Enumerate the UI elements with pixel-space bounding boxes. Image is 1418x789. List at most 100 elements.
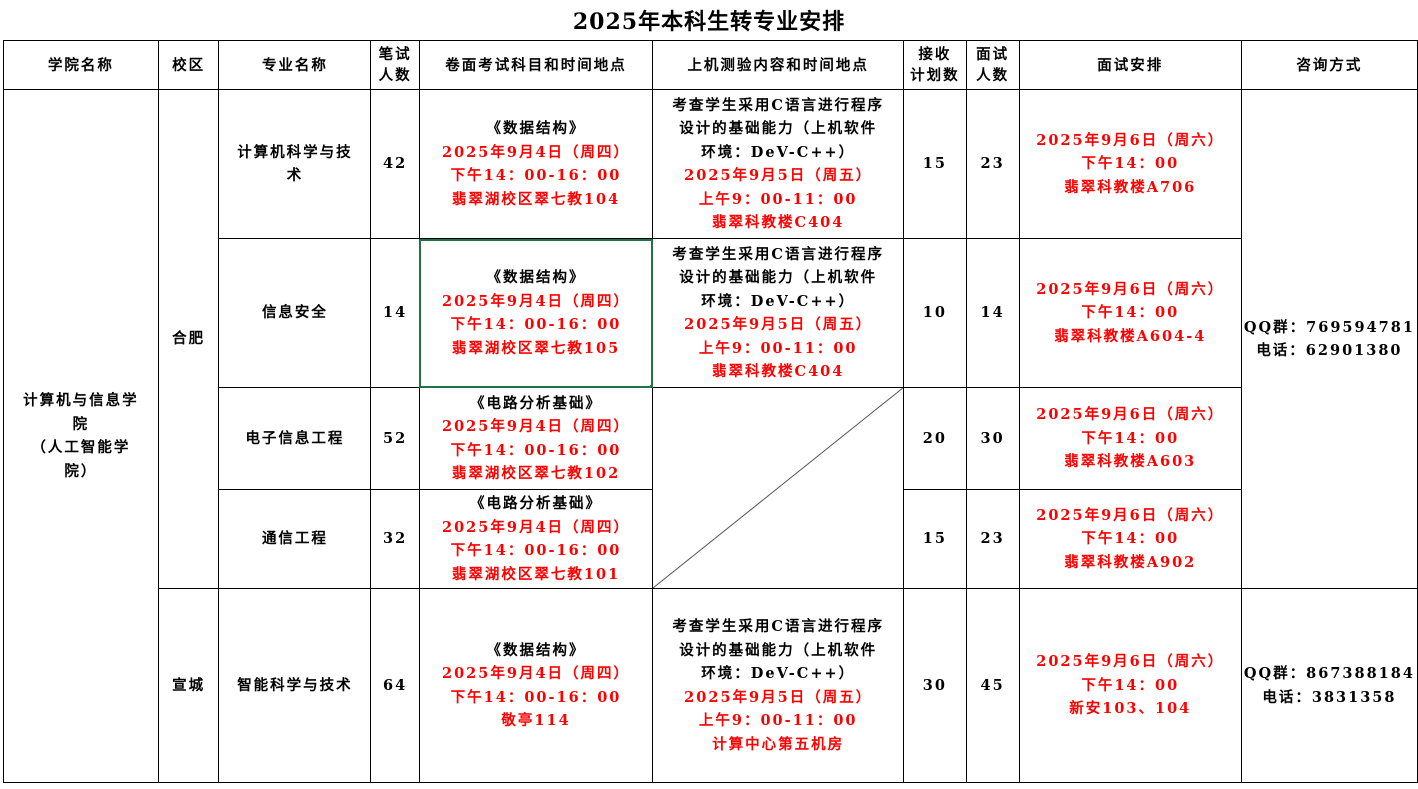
written-count-cell[interactable]: 64 xyxy=(370,588,420,783)
major-name-line: 智能科学与技术 xyxy=(237,676,353,694)
major-name-line: 信息安全 xyxy=(261,304,328,322)
exam-cell[interactable]: 《数据结构》 2025年9月4日（周四） 下午14：00-16：00 翡翠湖校区翠七教… xyxy=(418,238,654,388)
interview-count-cell[interactable]: 14 xyxy=(965,238,1020,388)
campus-line: 合肥 xyxy=(172,330,206,348)
exam-line: 敬亭114 xyxy=(501,712,571,729)
interview-count-cell[interactable]: 23 xyxy=(965,89,1020,239)
table-row: 信息安全 14 《数据结构》 2025年9月4日（周四） 下午14：00-16：00 翡翠… xyxy=(4,238,1418,388)
exam-line: 2025年9月4日（周四） xyxy=(442,418,631,435)
major-name-cell[interactable]: 信息安全 xyxy=(218,238,372,388)
interview-schedule-line: 2025年9月6日（周六） xyxy=(1036,131,1225,149)
header-online-test-cell[interactable]: 上机测验内容和时间地点 xyxy=(652,40,905,90)
major-name-line: 电子信息工程 xyxy=(245,429,345,447)
exam-line: 下午14：00-16：00 xyxy=(450,542,622,559)
interview-count-line: 14 xyxy=(980,304,1005,322)
header-college-cell[interactable]: 学院名称 xyxy=(3,40,159,90)
interview-schedule-cell[interactable]: 2025年9月6日（周六） 下午14：00 翡翠科教楼A603 xyxy=(1018,387,1242,490)
interview-count-line: 45 xyxy=(980,676,1005,694)
contact-line: QQ群：769594781 xyxy=(1243,318,1415,336)
interview-schedule-line: 下午14：00 xyxy=(1081,530,1180,548)
major-name-cell[interactable]: 通信工程 xyxy=(218,489,372,589)
plan-count-cell[interactable]: 30 xyxy=(903,588,967,783)
interview-schedule-cell[interactable]: 2025年9月6日（周六） 下午14：00 翡翠科教楼A706 xyxy=(1018,89,1242,239)
college-cell[interactable]: 计算机与信息学院 （人工智能学 院） xyxy=(3,89,159,783)
plan-count-cell[interactable]: 10 xyxy=(903,238,967,388)
written-count-cell[interactable]: 32 xyxy=(370,489,420,589)
interview-count-cell[interactable]: 30 xyxy=(965,387,1020,490)
written-count-cell[interactable]: 42 xyxy=(370,89,420,239)
interview-count-cell[interactable]: 45 xyxy=(965,588,1020,783)
major-name-line: 术 xyxy=(286,167,304,184)
contact-cell[interactable]: QQ群：769594781 电话：62901380 xyxy=(1240,89,1418,589)
online-test-line: 设计的基础能力（上机软件 xyxy=(679,269,878,286)
exam-cell[interactable]: 《电路分析基础》 2025年9月4日（周四） 下午14：00-16：00 翡翠湖校区翠… xyxy=(418,387,654,490)
interview-count-cell[interactable]: 23 xyxy=(965,489,1020,589)
contact-cell[interactable]: QQ群：867388184 电话：3831358 xyxy=(1240,588,1418,783)
online-test-cell[interactable]: 考查学生采用C语言进行程序 设计的基础能力（上机软件 环境：DeV-C++） 2025… xyxy=(652,238,905,388)
exam-line: 2025年9月4日（周四） xyxy=(442,665,631,682)
header-major-line: 专业名称 xyxy=(261,56,328,74)
header-major-cell[interactable]: 专业名称 xyxy=(218,40,372,90)
exam-cell[interactable]: 《电路分析基础》 2025年9月4日（周四） 下午14：00-16：00 翡翠湖校区翠… xyxy=(418,489,654,589)
contact-line: 电话：62901380 xyxy=(1256,342,1403,359)
online-test-line: 考查学生采用C语言进行程序 xyxy=(672,96,884,114)
online-test-line: 考查学生采用C语言进行程序 xyxy=(672,245,884,263)
header-written-count-cell[interactable]: 笔试 人数 xyxy=(370,40,420,90)
exam-line: 翡翠湖校区翠七教101 xyxy=(451,565,621,583)
major-name-cell[interactable]: 计算机科学与技术 xyxy=(218,89,372,239)
campus-cell[interactable]: 宣城 xyxy=(157,588,220,783)
interview-schedule-line: 翡翠科教楼A603 xyxy=(1064,453,1197,471)
campus-cell[interactable]: 合肥 xyxy=(157,89,220,589)
plan-count-line: 15 xyxy=(922,530,947,548)
college-line: （人工智能学 xyxy=(31,439,131,456)
written-count-cell[interactable]: 14 xyxy=(370,238,420,388)
interview-schedule-line: 下午14：00 xyxy=(1081,304,1180,322)
interview-count-line: 23 xyxy=(980,155,1005,173)
exam-line: 翡翠湖校区翠七教104 xyxy=(451,190,621,208)
plan-count-cell[interactable]: 15 xyxy=(903,489,967,589)
exam-line: 《电路分析基础》 xyxy=(470,495,603,512)
table-row: 计算机与信息学院 （人工智能学 院） 合肥 计算机科学与技术 42 《数据结构》 2025年9… xyxy=(3,89,1418,783)
exam-line: 2025年9月4日（周四） xyxy=(442,518,631,536)
contact-line: QQ群：867388184 xyxy=(1243,665,1415,682)
online-test-line: 2025年9月5日（周五） xyxy=(684,316,873,333)
interview-schedule-cell[interactable]: 2025年9月6日（周六） 下午14：00 新安103、104 xyxy=(1018,588,1242,783)
exam-line: 下午14：00-16：00 xyxy=(450,688,622,706)
header-plan-count-line: 接收 xyxy=(918,46,952,63)
major-name-cell[interactable]: 智能科学与技术 xyxy=(218,588,372,783)
exam-line: 翡翠湖校区翠七教102 xyxy=(451,465,621,482)
written-count-line: 52 xyxy=(383,429,408,447)
online-test-line: 2025年9月5日（周五） xyxy=(684,688,873,706)
exam-line: 《数据结构》 xyxy=(486,641,586,659)
header-interview-count-line: 面试 xyxy=(976,46,1010,63)
college-line: 院 xyxy=(72,415,90,433)
plan-count-line: 30 xyxy=(922,676,947,694)
interview-schedule-line: 2025年9月6日（周六） xyxy=(1036,653,1225,671)
plan-count-cell[interactable]: 20 xyxy=(903,387,967,490)
header-campus-line: 校区 xyxy=(172,56,206,74)
interview-schedule-line: 2025年9月6日（周六） xyxy=(1036,406,1225,424)
header-contact-cell[interactable]: 咨询方式 xyxy=(1240,40,1418,90)
header-exam-cell[interactable]: 卷面考试科目和时间地点 xyxy=(418,40,654,90)
header-exam-line: 卷面考试科目和时间地点 xyxy=(445,56,627,74)
interview-count-line: 23 xyxy=(980,530,1005,548)
college-line: 计算机与信息学 xyxy=(23,392,139,409)
header-plan-count-cell[interactable]: 接收 计划数 xyxy=(903,40,967,90)
interview-schedule-cell[interactable]: 2025年9月6日（周六） 下午14：00 翡翠科教楼A604-4 xyxy=(1018,238,1242,388)
interview-schedule-line: 翡翠科教楼A604-4 xyxy=(1054,327,1207,345)
online-test-empty-cell[interactable] xyxy=(652,387,905,589)
online-test-cell[interactable]: 考查学生采用C语言进行程序 设计的基础能力（上机软件 环境：DeV-C++） 2025… xyxy=(652,89,905,239)
exam-cell[interactable]: 《数据结构》 2025年9月4日（周四） 下午14：00-16：00 翡翠湖校区翠七教… xyxy=(418,89,654,239)
exam-cell[interactable]: 《数据结构》 2025年9月4日（周四） 下午14：00-16：00 敬亭114 xyxy=(418,588,654,783)
online-test-cell[interactable]: 考查学生采用C语言进行程序 设计的基础能力（上机软件 环境：DeV-C++） 2025… xyxy=(652,588,905,783)
interview-schedule-cell[interactable]: 2025年9月6日（周六） 下午14：00 翡翠科教楼A902 xyxy=(1018,489,1242,589)
written-count-cell[interactable]: 52 xyxy=(370,387,420,490)
header-interview-count-cell[interactable]: 面试 人数 xyxy=(965,40,1020,90)
interview-schedule-line: 新安103、104 xyxy=(1069,700,1192,718)
plan-count-cell[interactable]: 15 xyxy=(903,89,967,239)
major-name-cell[interactable]: 电子信息工程 xyxy=(218,387,372,490)
online-test-line: 上午9：00-11：00 xyxy=(698,190,858,208)
header-campus-cell[interactable]: 校区 xyxy=(157,40,220,90)
header-interview-schedule-cell[interactable]: 面试安排 xyxy=(1018,40,1242,90)
online-test-line: 环境：DeV-C++） xyxy=(701,143,856,161)
